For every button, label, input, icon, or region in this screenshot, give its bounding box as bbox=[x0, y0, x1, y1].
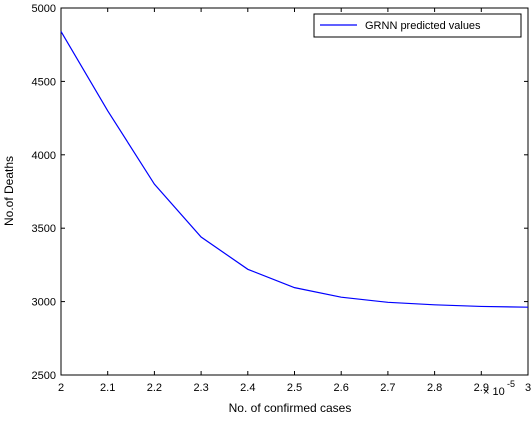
x-tick-label: 2.7 bbox=[380, 382, 395, 394]
x-tick-label: 2.2 bbox=[147, 382, 162, 394]
x-tick-label: 3 bbox=[525, 382, 531, 394]
series-lines bbox=[60, 31, 529, 308]
x-multiplier-exponent: -5 bbox=[507, 379, 515, 389]
x-tick-label: 2.1 bbox=[100, 382, 115, 394]
x-tick-label: 2.3 bbox=[193, 382, 208, 394]
legend-box bbox=[313, 13, 522, 38]
y-tick-label: 2500 bbox=[32, 370, 56, 382]
x-tick-label: 2.4 bbox=[240, 382, 255, 394]
axis-ticks bbox=[60, 7, 529, 376]
x-tick-label: 2.6 bbox=[334, 382, 349, 394]
x-tick-label: 2.5 bbox=[287, 382, 302, 394]
y-tick-label: 3500 bbox=[32, 223, 56, 235]
y-tick-label: 4000 bbox=[32, 150, 56, 162]
legend: GRNN predicted values bbox=[313, 13, 522, 38]
x-axis-label: No. of confirmed cases bbox=[229, 401, 352, 415]
legend-label: GRNN predicted values bbox=[365, 20, 481, 32]
series-line bbox=[60, 31, 529, 308]
x-tick-label: 2 bbox=[58, 382, 64, 394]
y-tick-label: 5000 bbox=[32, 3, 56, 15]
y-tick-label: 3000 bbox=[32, 297, 56, 309]
plot-area bbox=[60, 7, 529, 376]
y-axis-label: No.of Deaths bbox=[2, 156, 16, 226]
x-tick-labels: 2 2.1 2.2 2.3 2.4 2.5 2.6 2.7 2.8 2.9 3 bbox=[58, 382, 531, 394]
x-multiplier-label: × 10 bbox=[483, 386, 505, 398]
y-tick-label: 4500 bbox=[32, 76, 56, 88]
y-tick-labels: 2500 3000 3500 4000 4500 5000 bbox=[32, 3, 56, 382]
x-tick-label: 2.9 bbox=[474, 382, 489, 394]
x-tick-label: 2.8 bbox=[427, 382, 442, 394]
